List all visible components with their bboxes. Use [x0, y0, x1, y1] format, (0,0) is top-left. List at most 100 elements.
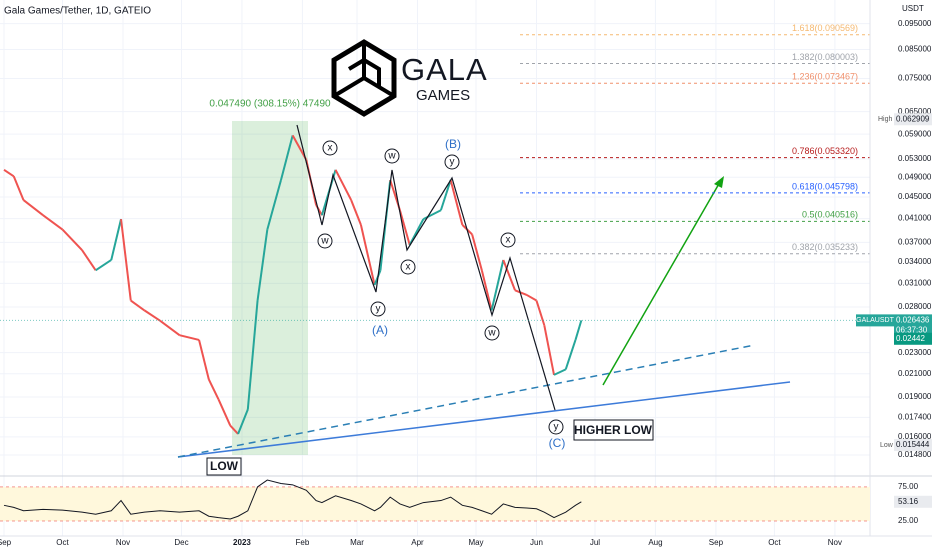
logo-mark	[347, 57, 381, 87]
price-segment	[279, 135, 294, 181]
ma-box	[894, 332, 932, 345]
wave-label: w	[320, 236, 329, 247]
low-label: LOW	[210, 459, 239, 473]
fib-label: 1.236(0.073467)	[792, 72, 858, 82]
x-tick-label: Jun	[530, 538, 543, 547]
fib-label: 0.618(0.045798)	[792, 181, 858, 191]
low-label: Low	[880, 442, 894, 449]
wave-label: w	[487, 328, 496, 339]
price-segment	[12, 175, 25, 201]
wave-circle	[317, 233, 333, 249]
price-segment	[439, 179, 452, 211]
x-tick-label: May	[468, 538, 483, 547]
price-segment	[564, 339, 577, 370]
y-tick-label: 0.014800	[898, 450, 932, 459]
countdown: 06:37:30	[896, 325, 928, 334]
wave-circle	[322, 140, 338, 156]
wave-circle	[370, 301, 386, 317]
price-segment	[110, 218, 122, 261]
wave-circle	[400, 259, 416, 275]
price-segment	[291, 134, 308, 161]
range-box	[232, 121, 308, 455]
rsi-pane: 75.00 25.00 53.16	[0, 479, 932, 525]
wave-circle	[484, 325, 500, 341]
logo-hexagon	[331, 39, 397, 117]
rsi-value-box	[894, 495, 932, 508]
wave-label: y	[554, 422, 559, 433]
wave-degree: (C)	[549, 436, 566, 450]
wave-lines	[296, 124, 556, 411]
high-value: 0.062909	[896, 114, 930, 123]
logo: GALA GAMES	[331, 39, 488, 117]
price-segment	[198, 339, 210, 380]
price-segment	[256, 229, 269, 301]
logo-name: GALA	[401, 52, 488, 87]
x-tick-label: Sep	[709, 538, 724, 547]
wave-label: w	[387, 151, 396, 162]
price-segment	[229, 424, 239, 435]
price-segment	[350, 199, 362, 226]
wave-label: y	[376, 304, 381, 315]
chart-title: Gala Games/Tether, 1D, GATEIO	[4, 6, 151, 17]
wave-degree: (B)	[445, 137, 461, 151]
x-tick-label: Dec	[174, 538, 188, 547]
wave-circle	[444, 154, 460, 170]
price-segment	[179, 334, 200, 341]
fib-label: 0.382(0.035233)	[792, 242, 858, 252]
y-tick-label: 0.041000	[898, 214, 932, 223]
wave-circle	[500, 232, 516, 248]
price-segment	[61, 228, 83, 251]
price-segment	[217, 399, 232, 426]
logo-sub: GAMES	[416, 87, 470, 104]
arrow-head	[714, 176, 724, 188]
wave-label: x	[328, 143, 333, 154]
low-box	[894, 439, 932, 452]
y-tick-label: 0.028000	[898, 302, 932, 311]
fib-levels: 1.618(0.090569) 1.382(0.080003) 1.236(0.07…	[520, 23, 870, 255]
higher-low-box	[573, 419, 654, 441]
symbol: GALAUSDT	[856, 317, 894, 324]
y-tick-label: 0.019000	[898, 392, 932, 401]
range-note: 0.047490 (308.15%) 47490	[209, 99, 331, 110]
low-box	[206, 457, 242, 476]
x-tick-label: Apr	[411, 538, 424, 547]
price-segment	[553, 368, 567, 376]
price-segment	[526, 294, 537, 302]
price-segment	[480, 270, 493, 311]
price-segment	[502, 259, 516, 291]
x-tick-label: Feb	[296, 538, 310, 547]
rsi-tick-label: 25.00	[898, 516, 919, 525]
x-tick-label: Aug	[648, 538, 662, 547]
price-segment	[359, 224, 376, 286]
arrow	[602, 181, 721, 386]
price-segment	[130, 299, 146, 312]
x-tick-label: Nov	[116, 538, 130, 547]
last-price: 0.026436	[896, 315, 930, 324]
fib-label: 1.618(0.090569)	[792, 23, 858, 33]
price-segment	[490, 259, 505, 311]
fib-label: 0.5(0.040516)	[802, 210, 858, 220]
price-segment	[81, 249, 97, 271]
y-tick-label: 0.095000	[898, 19, 932, 28]
y-tick-label: 0.065000	[898, 107, 932, 116]
rsi-tick-label: 75.00	[898, 482, 919, 491]
price-segment	[159, 319, 181, 337]
last-price-box	[894, 314, 932, 337]
rsi-value: 53.16	[898, 497, 919, 506]
high-box	[894, 113, 932, 126]
price-segment	[535, 300, 546, 326]
y-tick-label: 0.023000	[898, 348, 932, 357]
x-tick-label: Nov	[828, 538, 842, 547]
y-tick-label: 0.045000	[898, 192, 932, 201]
price-segment	[246, 300, 259, 410]
y-tick-label: 0.021000	[898, 369, 932, 378]
symbol-box	[856, 314, 894, 327]
wave-label: x	[406, 262, 411, 273]
trend-line-dashed	[177, 344, 756, 458]
currency: USDT	[902, 4, 924, 13]
price-segment	[143, 309, 161, 322]
rsi-line	[3, 479, 582, 520]
price-segment	[3, 168, 15, 178]
y-tick-label: 0.031000	[898, 279, 932, 288]
